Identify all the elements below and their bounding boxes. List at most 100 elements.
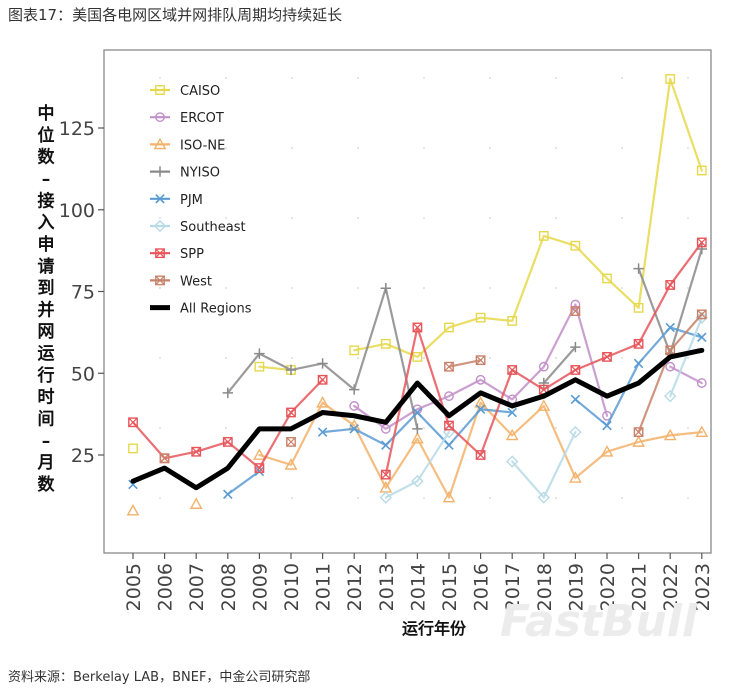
data-point <box>380 469 391 480</box>
background-dot <box>554 286 558 290</box>
series-line-west <box>447 359 482 368</box>
data-point <box>696 309 707 320</box>
background-dot <box>158 356 162 360</box>
data-point <box>506 455 519 468</box>
data-point <box>317 374 328 385</box>
source-note: 资料来源：Berkelay LAB，BNEF，中金公司研究部 <box>8 670 311 685</box>
background-dot <box>686 356 690 360</box>
data-point <box>379 491 392 504</box>
watermark: FastBull <box>500 596 697 647</box>
background-dot <box>224 426 228 430</box>
background-dot <box>422 76 426 80</box>
series-line-caiso <box>258 365 293 372</box>
data-point <box>633 338 644 349</box>
background-dot <box>488 76 492 80</box>
x-tick-label: 2005 <box>123 563 145 611</box>
legend-label: Southeast <box>180 220 246 235</box>
data-point <box>155 194 165 204</box>
data-point <box>155 248 165 259</box>
background-dot <box>290 496 294 500</box>
background-dot <box>158 76 162 80</box>
series-southeast <box>379 311 708 504</box>
y-axis-title: 中位数–接入申请到并网运行时间–月数 <box>37 103 56 495</box>
background-dot <box>554 146 558 150</box>
data-point <box>254 466 265 477</box>
legend-label: ERCOT <box>180 111 224 126</box>
data-point <box>474 396 487 408</box>
series-all-regions <box>130 347 705 491</box>
series-line-southeast <box>384 431 451 499</box>
legend-item-southeast: Southeast <box>150 219 246 235</box>
legend-item-iso-ne: ISO-NE <box>150 137 225 153</box>
data-point <box>475 450 486 460</box>
data-point <box>381 440 391 450</box>
background-dot <box>224 146 228 150</box>
data-point <box>159 453 170 463</box>
background-dot <box>488 216 492 220</box>
data-point <box>602 352 612 362</box>
background-dot <box>686 286 690 290</box>
x-tick-label: 2017 <box>502 563 524 611</box>
y-tick-label: 50 <box>71 363 95 385</box>
x-tick-label: 2007 <box>186 563 208 611</box>
data-point <box>569 425 582 439</box>
data-point <box>284 458 298 470</box>
data-point <box>697 332 707 343</box>
legend-item-caiso: CAISO <box>150 84 220 99</box>
data-point <box>155 112 165 123</box>
background-dot <box>290 216 294 220</box>
legend-label: West <box>180 274 212 289</box>
data-point <box>600 445 614 457</box>
background-dot <box>422 356 426 360</box>
data-point <box>633 302 644 313</box>
background-dot <box>224 286 228 290</box>
legend-item-all-regions: All Regions <box>150 302 252 317</box>
background-dot <box>488 146 492 150</box>
data-point <box>349 424 359 434</box>
background-dot <box>224 216 228 220</box>
background-dot <box>488 286 492 290</box>
data-point <box>507 365 517 375</box>
background-dot <box>290 356 294 360</box>
background-dot <box>620 496 624 500</box>
y-tick-label: 25 <box>71 445 95 467</box>
legend-item-spp: SPP <box>150 247 204 262</box>
data-point <box>444 420 454 431</box>
data-point <box>696 165 707 176</box>
series-nyiso <box>222 243 707 435</box>
y-tick-label: 125 <box>59 118 95 140</box>
data-point <box>286 437 296 447</box>
series-line-iso-ne <box>258 401 703 499</box>
x-tick-label: 2008 <box>218 563 240 611</box>
data-point <box>570 365 581 375</box>
data-point <box>570 299 581 310</box>
series-spp <box>128 237 707 480</box>
background-dot <box>620 146 624 150</box>
data-point <box>349 384 360 395</box>
data-point <box>411 474 424 488</box>
data-point <box>632 435 645 447</box>
background-dot <box>554 356 558 360</box>
series-pjm <box>128 322 707 500</box>
background-dot <box>224 76 228 80</box>
background-dot <box>356 216 360 220</box>
data-point <box>602 273 612 284</box>
background-dot <box>356 146 360 150</box>
background-dot <box>554 426 558 430</box>
x-tick-label: 2019 <box>565 563 587 611</box>
data-point <box>475 355 486 365</box>
data-point <box>696 243 707 255</box>
data-point <box>381 469 391 480</box>
data-point <box>665 74 676 84</box>
data-point <box>380 338 391 349</box>
data-point <box>191 446 202 457</box>
data-point <box>570 394 581 405</box>
background-dot <box>620 356 624 360</box>
data-point <box>633 339 644 349</box>
data-point <box>155 85 165 95</box>
legend-label: ISO-NE <box>180 138 225 153</box>
series-line-all-regions <box>130 347 705 491</box>
background-dot <box>620 426 624 430</box>
background-dot <box>488 356 492 360</box>
